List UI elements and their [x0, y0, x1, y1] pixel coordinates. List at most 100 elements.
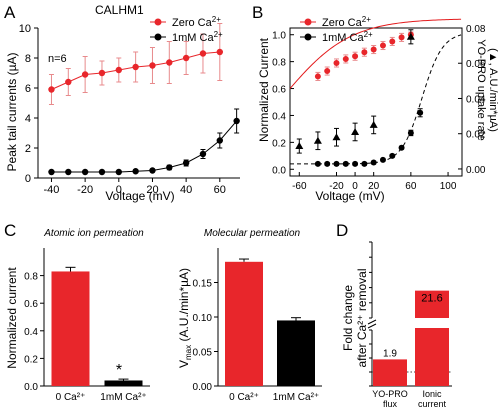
panel-a-xtick-label: 40	[180, 184, 192, 196]
panel-a-ca-point	[149, 167, 156, 174]
panel-a-xlabel: Voltage (mV)	[105, 189, 174, 203]
panel-c-molecular-category-label: 0 Ca²⁺	[229, 392, 259, 403]
panel-d-value-label-yopro: 1.9	[383, 348, 397, 359]
panel-a-ytick-label: 8	[25, 53, 31, 65]
panel-d-category-label: YO-PRO	[372, 389, 408, 399]
panel-a-legend-zero-label-base: Zero Ca	[172, 17, 213, 29]
panel-a-axes	[37, 28, 240, 179]
panel-a-zero-ca-point	[65, 78, 72, 86]
panel-a-ca-point	[115, 168, 123, 176]
panel-d-value-label-ionic: 21.6	[421, 293, 442, 305]
panel-c-molecular-ytick-label: 0.15	[193, 279, 213, 290]
panel-a-zero-ca-point	[98, 69, 106, 77]
panel-a-xtick-label: 0	[116, 184, 122, 196]
panel-a-ca-line	[51, 120, 238, 173]
panel-a-zero-ca-point	[115, 66, 123, 74]
panel-a-title: CALHM1	[95, 3, 144, 17]
panel-a-ytick-label: 4	[25, 113, 31, 125]
panel-b-yopro-point	[406, 32, 415, 40]
panel-a-chart: CALHM1 n=6 Voltage (mV) Peak tail curren…	[5, 3, 240, 203]
panel-d-category-label: current	[418, 399, 447, 409]
panel-d-axis-break-mark	[367, 323, 377, 329]
panel-a-zero-ca-point	[166, 59, 173, 66]
panel-c-atomic-ytick-label: 0.8	[24, 272, 38, 283]
panel-a-legend-zero-label-sup: 2+	[212, 15, 221, 24]
panel-a-ca-point	[65, 168, 72, 176]
panel-b-ca-point	[342, 160, 349, 167]
panel-b-y2tick-label: 0.02	[466, 130, 486, 141]
panel-b-ytick-label: 0.2	[272, 138, 286, 149]
panel-c-atomic-bar	[51, 271, 90, 386]
panel-b-xtick-label: 0	[352, 181, 358, 192]
panel-a-xtick-label: 60	[214, 184, 226, 196]
panel-d-ylabel-line1: Fold change	[341, 285, 355, 351]
panel-b-ca-point	[407, 129, 414, 136]
panel-b-yopro-point	[295, 142, 304, 150]
panel-a-ca-point	[182, 159, 190, 167]
panel-b-y2label-units: (▲, A.U./min*µA)	[487, 48, 499, 132]
panel-b-zero-ca-point	[342, 55, 349, 62]
panel-a-ca-point	[98, 168, 106, 176]
panel-a-zero-ca-point	[132, 63, 139, 71]
panel-c-atomic-ytick-label: 0.0	[24, 382, 38, 393]
panel-a-zero-ca-point	[182, 54, 190, 62]
panel-letter-b: B	[252, 3, 263, 22]
panel-b-y2tick-label: 0.00	[466, 165, 486, 176]
panel-b-ytick-label: 0.0	[272, 165, 286, 176]
panel-c-atomic-ytick-label: 0.4	[24, 327, 38, 338]
panel-a-xtick-label: 20	[146, 184, 158, 196]
panel-b-ytick-label: 1.0	[272, 31, 286, 42]
panel-b-yopro-point	[351, 127, 360, 135]
panel-c-molecular-ylabel: Vmax (A.U./min*µA)	[177, 268, 193, 368]
panel-b-yopro-point	[313, 136, 322, 144]
panel-b-xtick-label: 100	[440, 181, 457, 192]
panel-letter-a: A	[4, 3, 16, 22]
panel-b-frame	[289, 27, 463, 177]
panel-a-zero-ca-point	[149, 62, 156, 69]
panel-a-ca-point	[132, 168, 139, 175]
panel-b-zero-ca-point	[361, 49, 368, 56]
panel-a-xtick-label: -40	[44, 184, 60, 196]
panel-b-ytick-label: 0.4	[272, 111, 286, 122]
panel-b-y2tick-label: 0.08	[466, 24, 486, 35]
panel-a-zero-ca-point	[199, 50, 207, 57]
panel-d-ylabel-line2: after Ca²⁺ removal	[355, 268, 369, 367]
panel-c-atomic-ytick-label: 0.2	[24, 354, 38, 365]
panel-b-xtick-label: 20	[368, 181, 380, 192]
panel-letter-d: D	[336, 221, 348, 240]
panel-a-ytick-label: 2	[25, 143, 31, 155]
panel-b-zero-ca-fit	[289, 18, 462, 89]
panel-c-atomic-category-label: 0 Ca²⁺	[56, 392, 86, 403]
panel-b-ca-point	[324, 160, 331, 167]
panel-b-legend-zero-label: Zero Ca2+	[322, 15, 371, 29]
panel-b-zero-ca-point	[398, 34, 405, 41]
panel-b-zero-ca-point	[352, 53, 359, 60]
panel-a-legend-ca-label-base: 1mM Ca	[172, 32, 214, 44]
panel-b-ca-fit	[289, 34, 462, 165]
panel-a-legend-ca-label-sup: 2+	[214, 30, 223, 39]
panel-c-atomic-bar	[104, 380, 143, 386]
panel-b-y2tick-label: 0.06	[466, 59, 486, 70]
panel-b-xtick-label: -20	[329, 181, 344, 192]
panel-a-ytick-label: 6	[25, 83, 31, 95]
panel-b-legend-ca-label-sup: 2+	[364, 30, 373, 39]
panel-b-zero-ca-point	[379, 42, 386, 49]
vmax-symbol: V	[177, 360, 191, 368]
panel-b-legend-ca-label: 1mM Ca2+	[322, 30, 373, 44]
panel-b-ca-point	[389, 152, 396, 159]
panel-a-zero-ca-point	[81, 71, 89, 78]
panel-b-ca-point	[398, 144, 405, 151]
panel-c-molecular-title: Molecular permeation	[204, 228, 301, 239]
panel-b-legend-zero-label-base: Zero Ca	[322, 17, 363, 29]
panel-b-ylabel: Normalized Current	[257, 37, 271, 142]
panel-b-ca-point	[352, 160, 359, 167]
panel-b-ca-point	[361, 160, 368, 167]
panel-b-ca-point	[417, 109, 424, 116]
panel-d-axis-break-mark	[367, 319, 377, 325]
panel-a-ca-point	[48, 168, 55, 176]
panel-a-ca-point	[166, 164, 173, 171]
panel-b-ca-point	[370, 159, 377, 166]
panel-c-molecular-ytick-label: 0.05	[193, 348, 213, 359]
panel-a-ytick-label: 0	[25, 173, 31, 185]
